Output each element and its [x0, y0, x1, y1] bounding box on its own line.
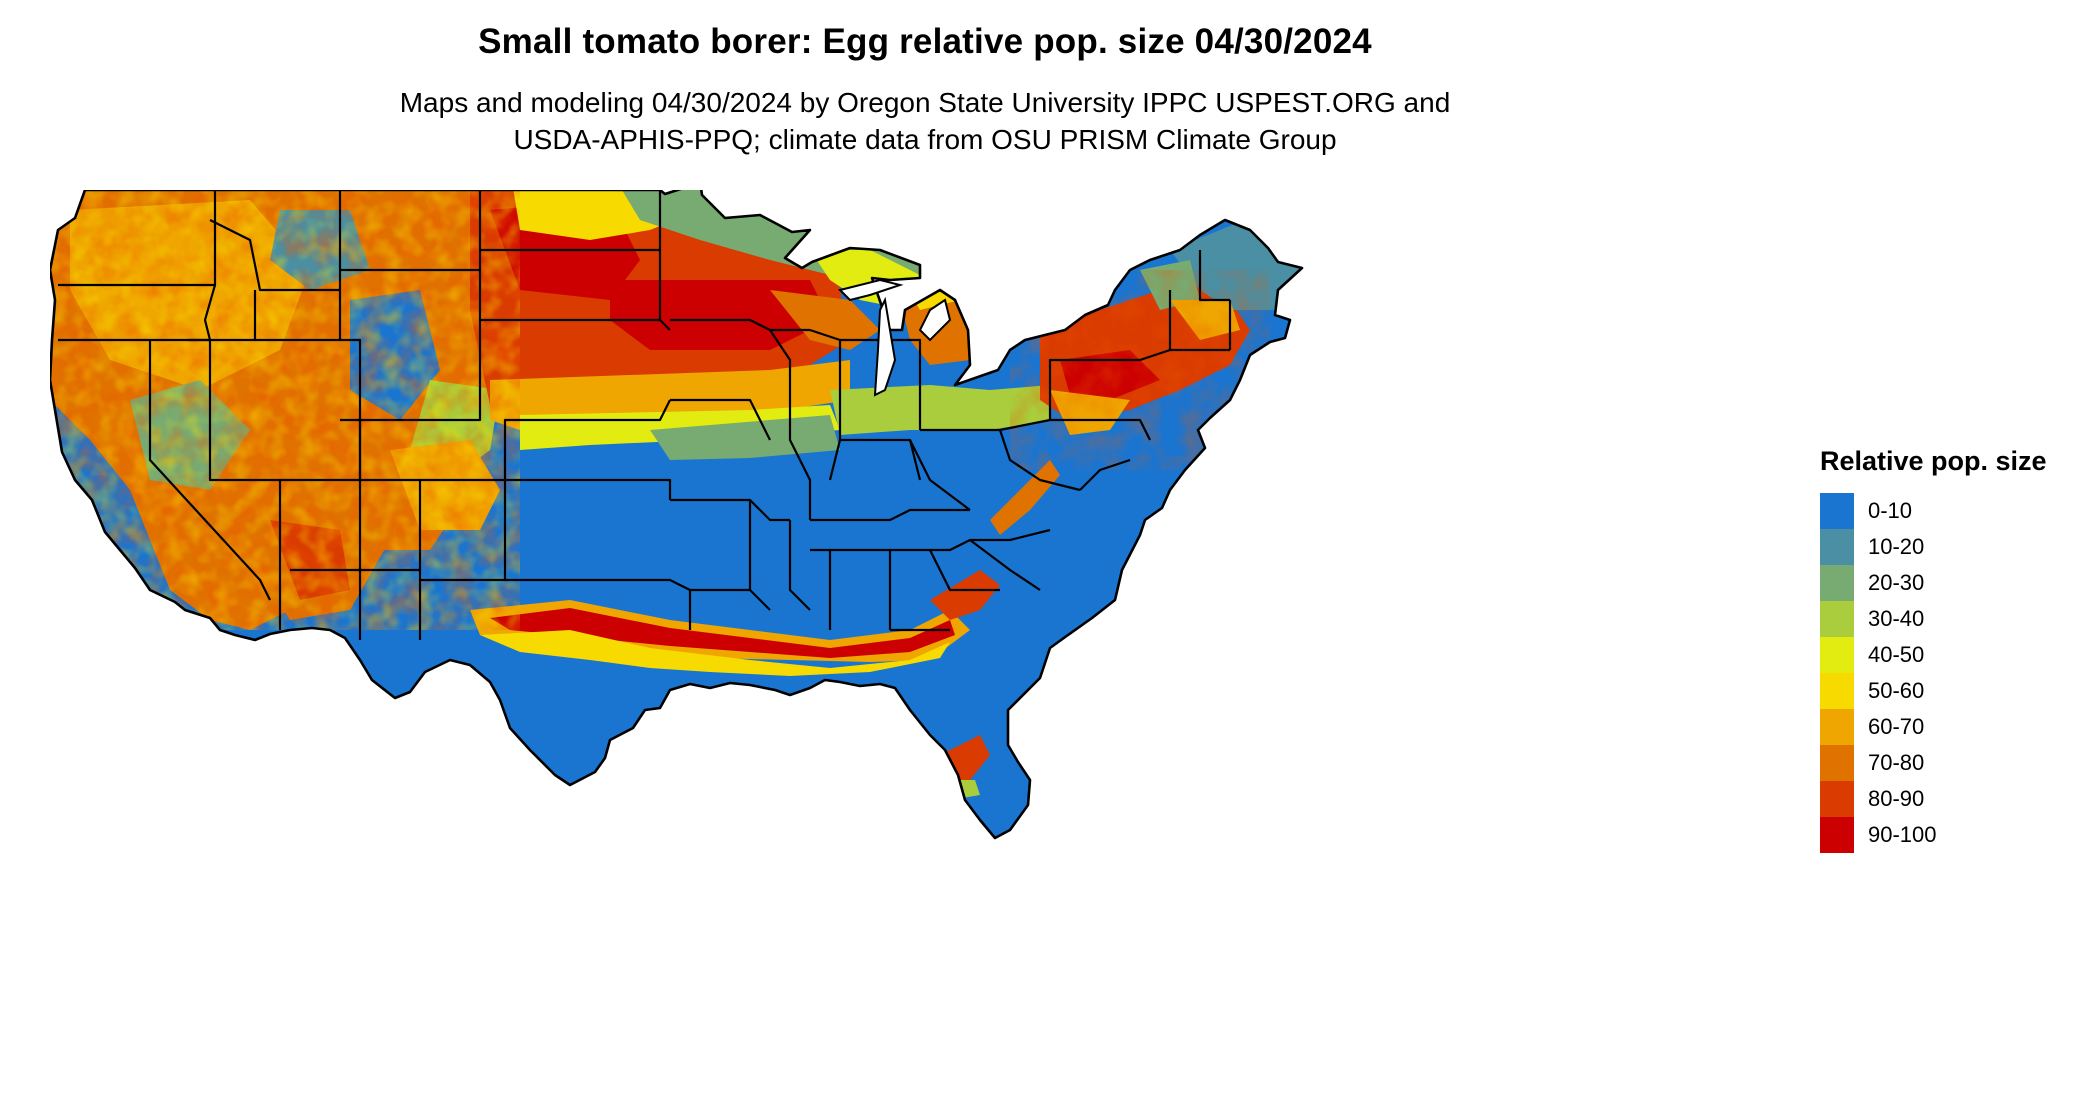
- legend-swatch: [1820, 673, 1854, 709]
- legend-item: 80-90: [1820, 781, 2047, 817]
- legend-swatch: [1820, 781, 1854, 817]
- us-map: [50, 190, 1304, 840]
- legend-label: 20-30: [1868, 570, 1925, 595]
- great-lakes: [838, 278, 952, 397]
- legend-items: 0-10 10-20 20-30 30-40 40-50 50-60 60-70 70-80 8…: [1820, 493, 2047, 853]
- state-boundaries: [50, 190, 1304, 840]
- legend-label: 80-90: [1868, 786, 1925, 811]
- legend-item: 10-20: [1820, 529, 2047, 565]
- legend-item: 30-40: [1820, 601, 2047, 637]
- legend-swatch: [1820, 565, 1854, 601]
- map-subtitle: Maps and modeling 04/30/2024 by Oregon S…: [0, 84, 1850, 158]
- legend-item: 20-30: [1820, 565, 2047, 601]
- legend-swatch: [1820, 637, 1854, 673]
- legend-swatch: [1820, 493, 1854, 529]
- legend-item: 60-70: [1820, 709, 2047, 745]
- legend-label: 50-60: [1868, 678, 1925, 703]
- legend-title: Relative pop. size: [1820, 446, 2047, 476]
- legend-label: 10-20: [1868, 534, 1925, 559]
- subtitle-line-2: USDA-APHIS-PPQ; climate data from OSU PR…: [513, 124, 1337, 155]
- legend-label: 30-40: [1868, 606, 1925, 631]
- map-raster: [50, 190, 1302, 838]
- legend-label: 0-10: [1868, 498, 1913, 523]
- legend-item: 0-10: [1820, 493, 2047, 529]
- legend-swatch: [1820, 601, 1854, 637]
- legend-item: 70-80: [1820, 745, 2047, 781]
- legend: Relative pop. size 0-10 10-20 20-30 30-40 40…: [1820, 446, 2047, 853]
- legend-swatch: [1820, 529, 1854, 565]
- legend-label: 60-70: [1868, 714, 1925, 739]
- map-title: Small tomato borer: Egg relative pop. si…: [478, 22, 1372, 61]
- legend-swatch: [1820, 817, 1854, 853]
- legend-label: 90-100: [1868, 822, 1937, 847]
- legend-label: 40-50: [1868, 642, 1925, 667]
- state-lines: [58, 190, 1232, 640]
- legend-item: 90-100: [1820, 817, 2047, 853]
- legend-item: 50-60: [1820, 673, 2047, 709]
- legend-item: 40-50: [1820, 637, 2047, 673]
- legend-label: 70-80: [1868, 750, 1925, 775]
- legend-swatch: [1820, 745, 1854, 781]
- legend-swatch: [1820, 709, 1854, 745]
- subtitle-line-1: Maps and modeling 04/30/2024 by Oregon S…: [399, 87, 1451, 118]
